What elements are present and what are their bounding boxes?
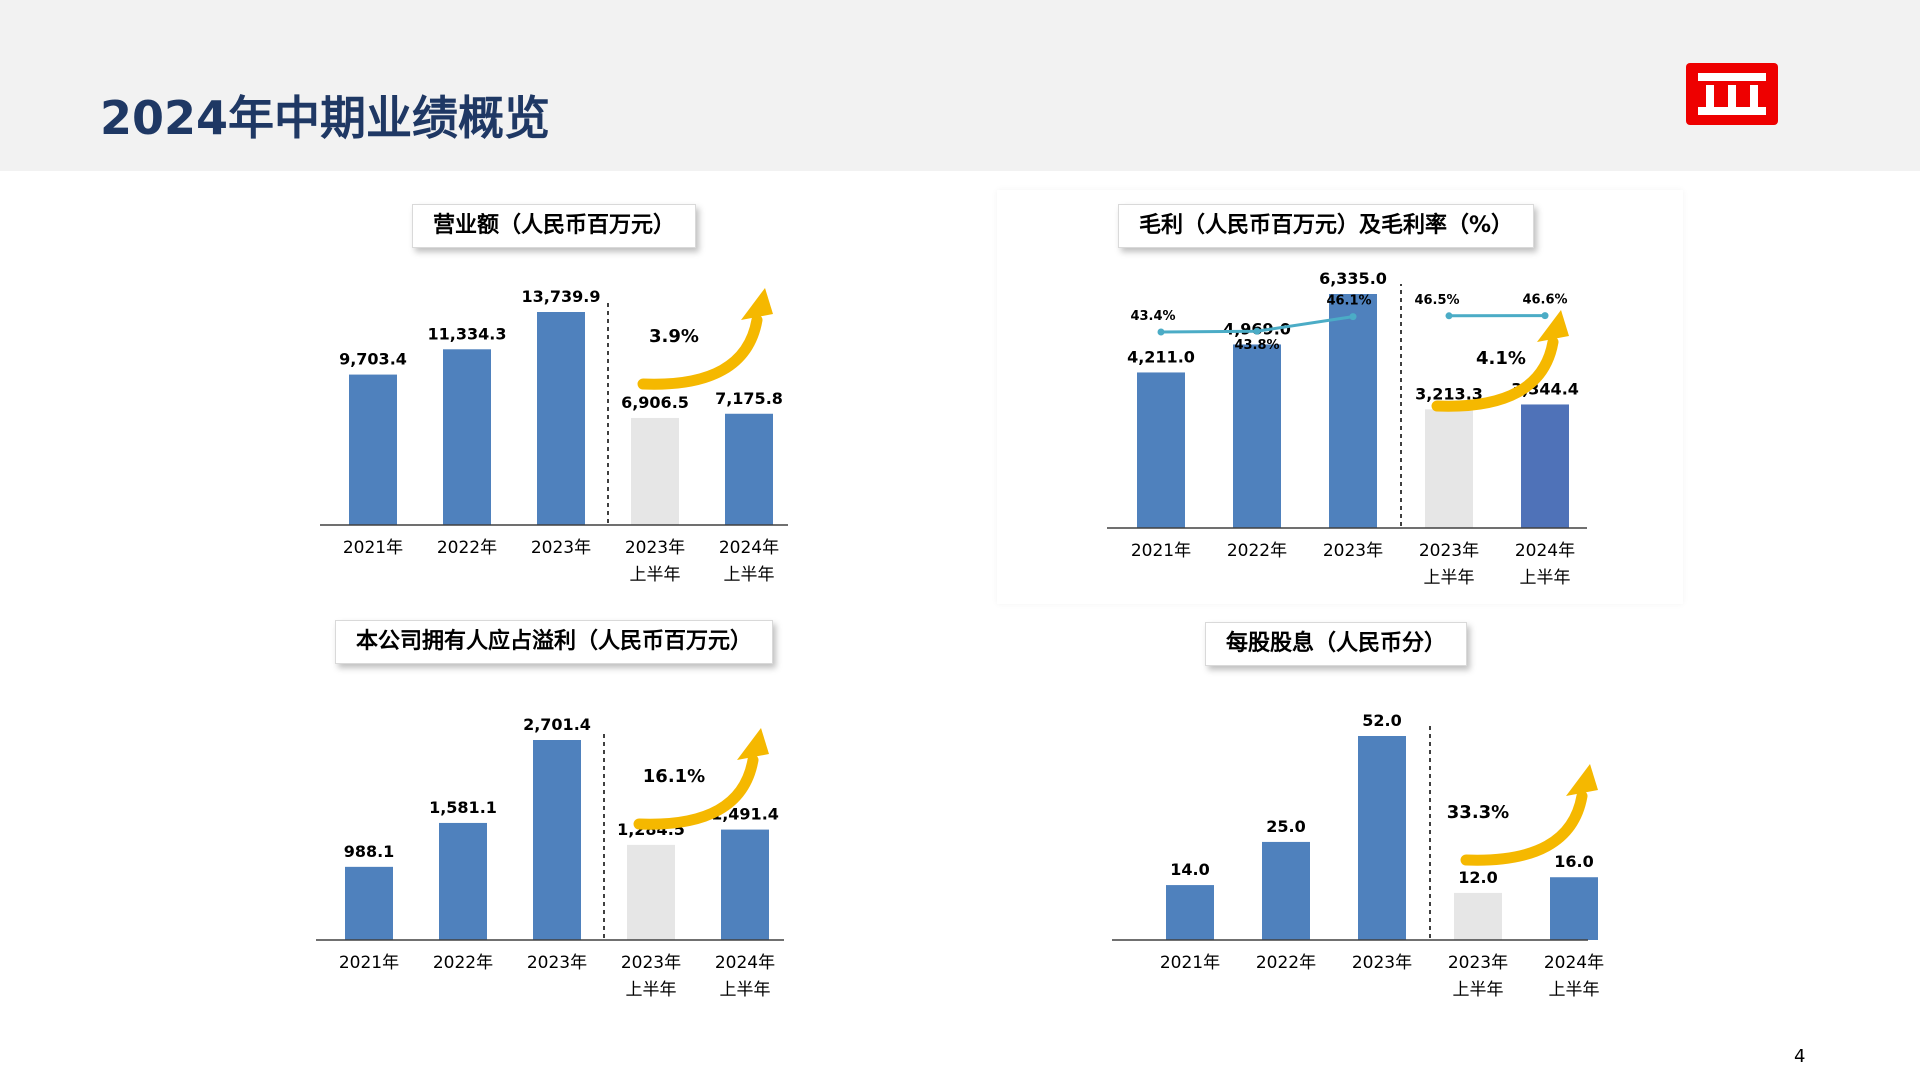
bar-0: [1137, 372, 1185, 528]
x-tick-label-4-1: 上半年: [724, 565, 775, 585]
chart-title: 每股股息（人民币分）: [1204, 622, 1468, 666]
x-tick-label-1-0: 2022年: [1256, 953, 1316, 973]
bar-0: [349, 374, 397, 525]
bar-4: [721, 829, 769, 940]
bar-0: [1166, 885, 1214, 940]
margin-label-4: 46.6%: [1522, 293, 1567, 308]
bar-1: [439, 822, 487, 940]
bar-2: [537, 312, 585, 525]
x-tick-label-2-0: 2023年: [1323, 541, 1383, 561]
x-tick-label-1-0: 2022年: [433, 953, 493, 973]
data-label-2: 13,739.9: [522, 287, 601, 306]
x-tick-label-2-0: 2023年: [527, 953, 587, 973]
net-profit-chart: 本公司拥有人应占溢利（人民币百万元） 988.1 2021年 1,581.1 2022…: [298, 620, 810, 1020]
x-tick-label-4-0: 2024年: [1515, 541, 1575, 561]
chart-title: 营业额（人民币百万元）: [411, 204, 697, 248]
growth-rate-label: 33.3%: [1447, 802, 1509, 823]
data-label-4: 16.0: [1554, 852, 1593, 871]
data-label-3: 6,906.5: [621, 393, 689, 412]
data-label-0: 9,703.4: [339, 350, 407, 369]
revenue-chart: 营业额（人民币百万元） 9,703.4 2021年 11,334.3 2022年 13,…: [300, 204, 810, 604]
bar-4: [1550, 877, 1598, 940]
company-logo-icon: [1686, 63, 1778, 125]
margin-point-2: [1349, 313, 1357, 321]
page-number: 4: [1794, 1046, 1806, 1067]
growth-arrow-icon: [1431, 310, 1569, 412]
margin-point-4: [1541, 312, 1549, 320]
data-label-2: 52.0: [1362, 711, 1401, 730]
dividend-chart: 每股股息（人民币分） 14.0 2021年 25.0 2022年 52.0 2023年 12…: [1100, 622, 1620, 1022]
bar-3: [631, 417, 679, 525]
page-title: 2024年中期业绩概览: [100, 91, 551, 145]
x-tick-label-4-0: 2024年: [1544, 953, 1604, 973]
x-tick-label-4-0: 2024年: [719, 538, 779, 558]
x-tick-label-0-0: 2021年: [1160, 953, 1220, 973]
data-label-1: 11,334.3: [428, 324, 507, 343]
x-tick-label-4-1: 上半年: [1549, 980, 1600, 1000]
bar-1: [1233, 344, 1281, 528]
bar-2: [533, 740, 581, 940]
bar-4: [725, 413, 773, 525]
x-tick-label-1-0: 2022年: [1227, 541, 1287, 561]
x-tick-label-3-1: 上半年: [626, 980, 677, 1000]
x-tick-label-3-1: 上半年: [1453, 980, 1504, 1000]
growth-arrow-icon: [637, 288, 773, 390]
margin-label-3: 46.5%: [1414, 293, 1459, 308]
x-tick-label-2-0: 2023年: [1352, 953, 1412, 973]
growth-rate-label: 16.1%: [643, 766, 705, 787]
x-tick-label-0-0: 2021年: [339, 953, 399, 973]
data-label-2: 6,335.0: [1319, 269, 1387, 288]
bar-3: [1425, 409, 1473, 528]
data-label-2: 2,701.4: [523, 715, 591, 734]
data-label-0: 4,211.0: [1127, 347, 1195, 366]
gross-profit-chart: 毛利（人民币百万元）及毛利率（%） 4,211.02021年4,969.0202…: [997, 190, 1683, 604]
bar-1: [1262, 841, 1310, 940]
x-tick-label-4-1: 上半年: [1520, 568, 1571, 588]
margin-label-0: 43.4%: [1130, 309, 1175, 324]
growth-arrow-icon: [1460, 764, 1598, 866]
x-tick-label-2-0: 2023年: [531, 538, 591, 558]
x-tick-label-1-0: 2022年: [437, 538, 497, 558]
x-tick-label-3-1: 上半年: [630, 565, 681, 585]
margin-point-1: [1253, 327, 1261, 335]
bar-4: [1521, 404, 1569, 528]
growth-rate-label: 3.9%: [649, 326, 699, 347]
x-tick-label-0-0: 2021年: [343, 538, 403, 558]
bar-3: [627, 844, 675, 940]
growth-arrow-icon: [633, 728, 769, 830]
margin-label-2: 46.1%: [1326, 294, 1371, 309]
x-tick-label-3-0: 2023年: [1419, 541, 1479, 561]
header-band: [0, 0, 1920, 171]
bar-3: [1454, 892, 1502, 940]
margin-point-0: [1157, 328, 1165, 336]
margin-point-3: [1445, 312, 1453, 320]
x-tick-label-0-0: 2021年: [1131, 541, 1191, 561]
x-tick-label-3-0: 2023年: [621, 953, 681, 973]
data-label-3: 12.0: [1458, 868, 1497, 887]
data-label-1: 25.0: [1266, 817, 1305, 836]
data-label-1: 1,581.1: [429, 798, 497, 817]
data-label-4: 7,175.8: [715, 389, 783, 408]
bar-2: [1329, 294, 1377, 528]
chart-title: 毛利（人民币百万元）及毛利率（%）: [1117, 204, 1535, 248]
net-profit-chart-plot: 988.12021年1,581.12022年2,701.42023年1,284.…: [316, 715, 784, 1000]
x-tick-label-3-0: 2023年: [1448, 953, 1508, 973]
x-tick-label-3-1: 上半年: [1424, 568, 1475, 588]
bar-0: [345, 866, 393, 940]
x-tick-label-3-0: 2023年: [625, 538, 685, 558]
margin-label-1: 43.8%: [1234, 338, 1279, 353]
data-label-3: 3,213.3: [1415, 384, 1483, 403]
bar-2: [1358, 736, 1406, 940]
gross-profit-chart-plot: 4,211.02021年4,969.02022年6,335.02023年3,21…: [1107, 269, 1587, 588]
data-label-0: 14.0: [1170, 860, 1209, 879]
chart-title: 本公司拥有人应占溢利（人民币百万元）: [334, 620, 774, 664]
x-tick-label-4-0: 2024年: [715, 953, 775, 973]
revenue-chart-plot: 9,703.4 2021年 11,334.3 2022年 13,739.9 2023年 6,…: [320, 287, 788, 585]
bar-1: [443, 349, 491, 525]
x-tick-label-4-1: 上半年: [720, 980, 771, 1000]
data-label-0: 988.1: [344, 842, 395, 861]
growth-rate-label: 4.1%: [1476, 348, 1526, 369]
